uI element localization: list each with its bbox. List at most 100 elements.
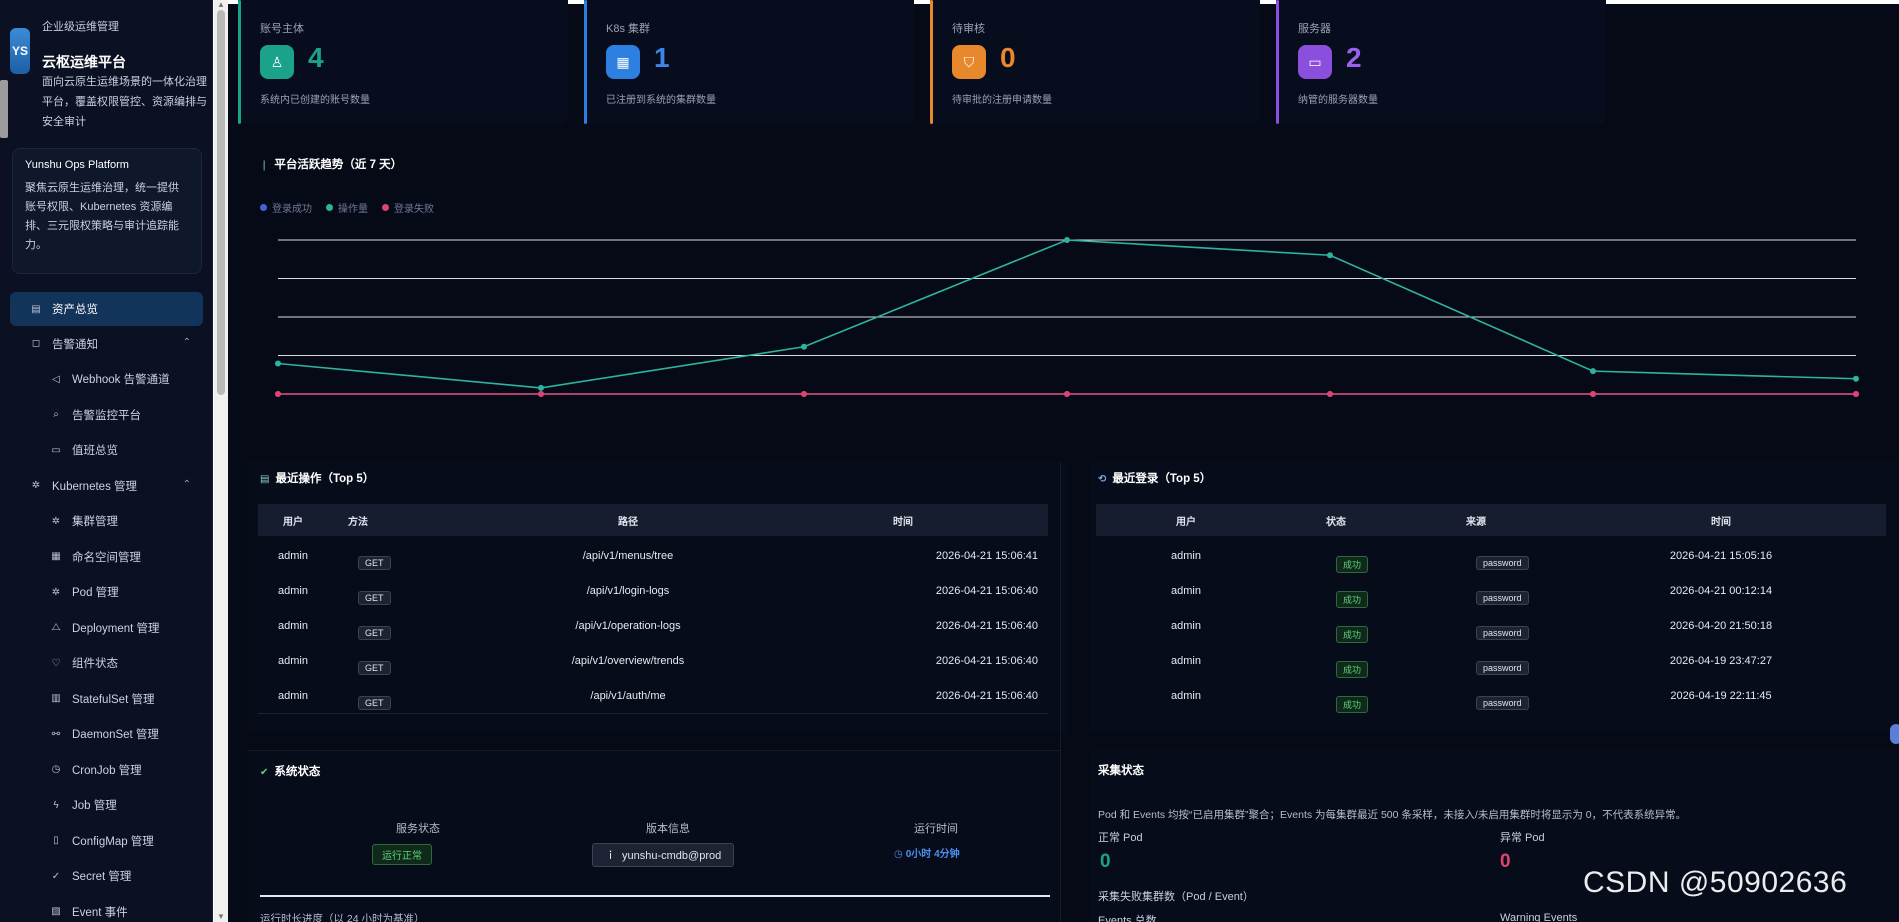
data-point-2-4[interactable] (1327, 391, 1333, 397)
data-point-1-2[interactable] (801, 343, 807, 350)
scroll-up-arrow-icon[interactable]: ▲ (217, 0, 225, 9)
stat-card-0[interactable]: 账号主体 ♙ 4 系统内已创建的账号数量 (238, 0, 568, 124)
bell-icon: ◻ (31, 338, 41, 350)
sidebar-item-7[interactable]: ▦ 命名空间管理 (0, 539, 212, 575)
legend-item-1[interactable]: 操作量 (326, 200, 368, 215)
table-row[interactable]: admin 成功 password 2026-04-20 21:50:18 (1096, 608, 1886, 643)
time-cell: 2026-04-21 15:06:40 (935, 619, 1038, 632)
stat-subtitle: 纳管的服务器数量 (1298, 95, 1378, 106)
left-drag-handle[interactable] (0, 80, 8, 138)
clock-icon: ◷ (894, 849, 903, 860)
shield-icon: ⛉ (952, 45, 986, 79)
card-accent (930, 0, 933, 124)
sidebar-item-15[interactable]: ▯ ConfigMap 管理 (0, 823, 212, 859)
table-row[interactable]: admin GET/api/v1/overview/trends 2026-04-2… (258, 643, 1048, 678)
brand-logo: YS (10, 28, 30, 74)
data-point-1-4[interactable] (1327, 252, 1333, 259)
sidebar-item-17[interactable]: ▧ Event 事件 (0, 894, 212, 922)
sidebar-item-0[interactable]: ▤ 资产总览 (10, 292, 203, 326)
data-point-1-0[interactable] (275, 360, 281, 367)
table-row[interactable]: admin GET/api/v1/operation-logs 2026-04-21… (258, 608, 1048, 643)
brand-eyebrow: 企业级运维管理 (42, 21, 119, 33)
sidebar-item-1[interactable]: ◻ 告警通知 ⌃ (0, 326, 212, 362)
check-circle-icon: ✔ (260, 767, 269, 778)
data-point-1-5[interactable] (1590, 368, 1596, 375)
table-row[interactable]: admin 成功 password 2026-04-21 15:05:16 (1096, 538, 1886, 573)
link-icon: ⚯ (51, 728, 61, 740)
platform-card: Yunshu Ops Platform 聚焦云原生运维治理，统一提供账号权限、K… (12, 148, 202, 274)
stat-card-1[interactable]: K8s 集群 ▦ 1 已注册到系统的集群数量 (584, 0, 914, 124)
sidebar-item-label: ConfigMap 管理 (72, 835, 154, 848)
sidebar-item-11[interactable]: ▥ StatefulSet 管理 (0, 681, 212, 717)
collect-note: Pod 和 Events 均按“已启用集群”聚合；Events 为每集群最近 5… (1098, 809, 1687, 821)
data-point-2-1[interactable] (538, 391, 544, 397)
data-point-2-6[interactable] (1853, 391, 1859, 397)
heart-icon: ♡ (51, 657, 61, 669)
user-cell: admin (1171, 549, 1201, 562)
status-badge: 成功 (1336, 695, 1369, 713)
event-icon: ▧ (51, 906, 61, 918)
shield-check-icon: ✓ (51, 870, 61, 882)
time-cell: 2026-04-21 15:05:16 (1669, 549, 1773, 562)
sidebar-item-6[interactable]: ✲ 集群管理 (0, 504, 212, 540)
scrollbar-thumb[interactable] (217, 10, 225, 395)
sidebar-nav: ▤ 资产总览 ◻ 告警通知 ⌃ ◁ Webhook 告警通道 ⌕ 告警监控平台 ▭ 值班总览 ✲ Kub… (0, 292, 212, 922)
table-row[interactable]: admin 成功 password 2026-04-19 22:11:45 (1096, 678, 1886, 713)
sidebar-scrollbar[interactable]: ▲ ▼ (214, 0, 228, 922)
table-row[interactable]: admin GET/api/v1/menus/tree 2026-04-21 15:… (258, 538, 1048, 573)
sidebar-item-label: CronJob 管理 (72, 764, 142, 777)
data-point-1-6[interactable] (1853, 375, 1859, 382)
legend-item-0[interactable]: 登录成功 (260, 200, 312, 215)
stat-card-3[interactable]: 服务器 ▭ 2 纳管的服务器数量 (1276, 0, 1606, 124)
sidebar-item-4[interactable]: ▭ 值班总览 (0, 433, 212, 469)
legend-item-2[interactable]: 登录失败 (382, 200, 434, 215)
floating-helper-button[interactable] (1890, 724, 1899, 744)
table-row[interactable]: admin GET/api/v1/login-logs 2026-04-21 15:… (258, 573, 1048, 608)
platform-card-description: 聚焦云原生运维治理，统一提供账号权限、Kubernetes 资源编排、三元限权策… (25, 182, 179, 251)
deployment-icon: ⧍ (51, 622, 61, 634)
uptime-progress-label: 运行时长进度（以 24 小时为基准） (260, 913, 425, 922)
data-point-2-5[interactable] (1590, 391, 1596, 397)
path-cell: /api/v1/operation-logs (575, 619, 681, 632)
sidebar-item-5[interactable]: ✲ Kubernetes 管理 ⌃ (0, 468, 212, 504)
table-row[interactable]: admin 成功 password 2026-04-19 23:47:27 (1096, 643, 1886, 678)
collect-status-title: 采集状态 (1098, 765, 1144, 777)
stat-subtitle: 待审批的注册申请数量 (952, 95, 1052, 106)
method-tag: GET (358, 695, 391, 710)
sidebar-item-10[interactable]: ♡ 组件状态 (0, 646, 212, 682)
sidebar-item-2[interactable]: ◁ Webhook 告警通道 (0, 362, 212, 398)
abnormal-pod-label: 异常 Pod (1500, 832, 1545, 844)
data-point-2-2[interactable] (801, 391, 807, 397)
sidebar-item-14[interactable]: ϟ Job 管理 (0, 788, 212, 824)
chevron-up-icon[interactable]: ⌃ (182, 337, 191, 348)
trend-chart (275, 237, 1859, 397)
user-cell: admin (1171, 619, 1201, 632)
data-point-1-3[interactable] (1064, 237, 1070, 243)
monitor-icon: ▭ (1298, 45, 1332, 79)
stat-label: 待审核 (952, 23, 985, 35)
sidebar-item-9[interactable]: ⧍ Deployment 管理 (0, 610, 212, 646)
chevron-up-icon[interactable]: ⌃ (182, 479, 191, 490)
sidebar: YS 企业级运维管理 云枢运维平台 面向云原生运维场景的一体化治理平台，覆盖权限… (0, 0, 213, 922)
card-accent (238, 0, 241, 124)
legend-dot (260, 204, 267, 211)
stat-card-2[interactable]: 待审核 ⛉ 0 待审批的注册申请数量 (930, 0, 1260, 124)
data-point-1-1[interactable] (538, 384, 544, 391)
statefulset-icon: ▥ (51, 693, 61, 705)
data-point-2-3[interactable] (1064, 391, 1070, 397)
sidebar-item-3[interactable]: ⌕ 告警监控平台 (0, 397, 212, 433)
sidebar-item-12[interactable]: ⚯ DaemonSet 管理 (0, 717, 212, 753)
sidebar-item-16[interactable]: ✓ Secret 管理 (0, 859, 212, 895)
source-tag: password (1476, 660, 1529, 675)
sidebar-item-8[interactable]: ✲ Pod 管理 (0, 575, 212, 611)
sidebar-item-13[interactable]: ◷ CronJob 管理 (0, 752, 212, 788)
sidebar-item-label: 值班总览 (72, 445, 118, 458)
source-tag: password (1476, 590, 1529, 605)
table-row[interactable]: admin 成功 password 2026-04-21 00:12:14 (1096, 573, 1886, 608)
recent-ops-panel: ▤ 最近操作（Top 5） 用户 方法 路径 时间 admin GET/api/v1/me… (248, 462, 1068, 732)
scroll-down-arrow-icon[interactable]: ▼ (217, 912, 225, 921)
table-row[interactable]: admin GET/api/v1/auth/me 2026-04-21 15:06:… (258, 678, 1048, 713)
status-badge: 成功 (1336, 555, 1369, 573)
data-point-2-0[interactable] (275, 391, 281, 397)
sidebar-item-label: 告警监控平台 (72, 409, 141, 422)
